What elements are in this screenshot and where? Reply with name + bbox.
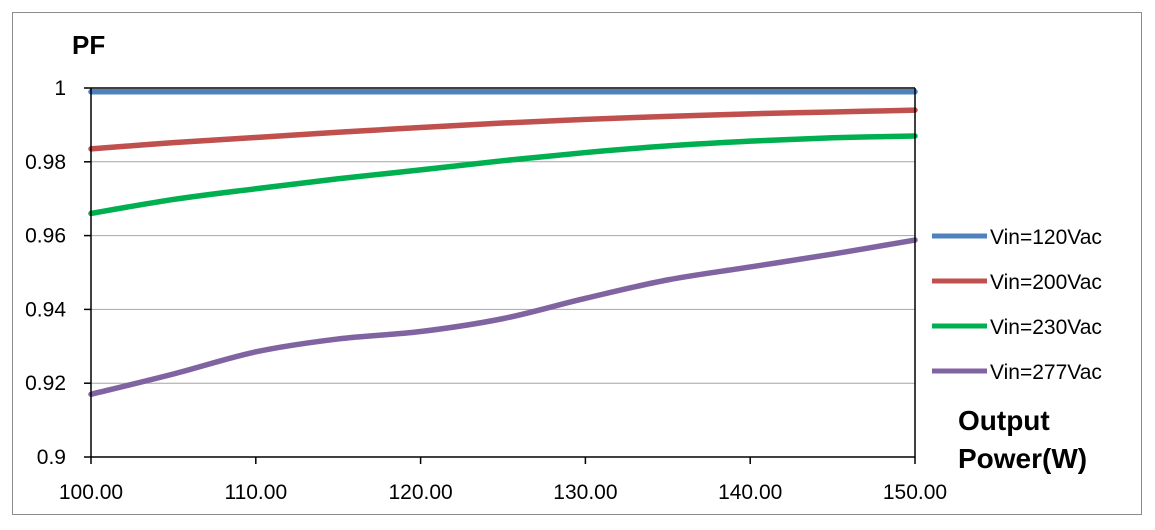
- x-tick-label: 120.00: [388, 481, 452, 504]
- chart-frame: [12, 12, 1142, 515]
- x-tick-labels: 100.00 110.00 120.00 130.00 140.00 150.00: [59, 481, 947, 504]
- y-tick-label: 1: [54, 77, 66, 100]
- legend-label: Vin=200Vac: [990, 271, 1102, 294]
- legend: Vin=120Vac Vin=200Vac Vin=230Vac Vin=277Vac: [932, 226, 1102, 384]
- x-axis-label-line-2: Power(W): [958, 443, 1087, 474]
- x-tick-label: 140.00: [718, 481, 782, 504]
- x-tick-label: 130.00: [553, 481, 617, 504]
- series-lines: [88, 88, 918, 398]
- x-tick-label: 110.00: [224, 481, 287, 504]
- x-tick-label: 100.00: [59, 481, 123, 504]
- x-axis-label-line-1: Output: [958, 405, 1050, 436]
- legend-label: Vin=120Vac: [990, 226, 1102, 249]
- y-tick-label: 0.92: [25, 372, 66, 395]
- axes: [84, 87, 916, 464]
- y-axis-label: PF: [72, 30, 105, 60]
- gridlines: [91, 161, 915, 384]
- legend-label: Vin=277Vac: [990, 361, 1102, 384]
- series-line-vin-277vac: [88, 237, 918, 398]
- series-line-vin-230vac: [88, 133, 918, 217]
- y-tick-label: 0.98: [25, 151, 66, 174]
- y-tick-label: 0.9: [37, 446, 66, 469]
- y-tick-label: 0.94: [25, 298, 66, 321]
- y-tick-label: 0.96: [25, 225, 66, 248]
- series-line-vin-200vac: [88, 107, 918, 152]
- y-tick-labels: 0.9 0.92 0.94 0.96 0.98 1: [25, 77, 66, 469]
- x-tick-label: 150.00: [883, 481, 947, 504]
- legend-label: Vin=230Vac: [990, 316, 1102, 339]
